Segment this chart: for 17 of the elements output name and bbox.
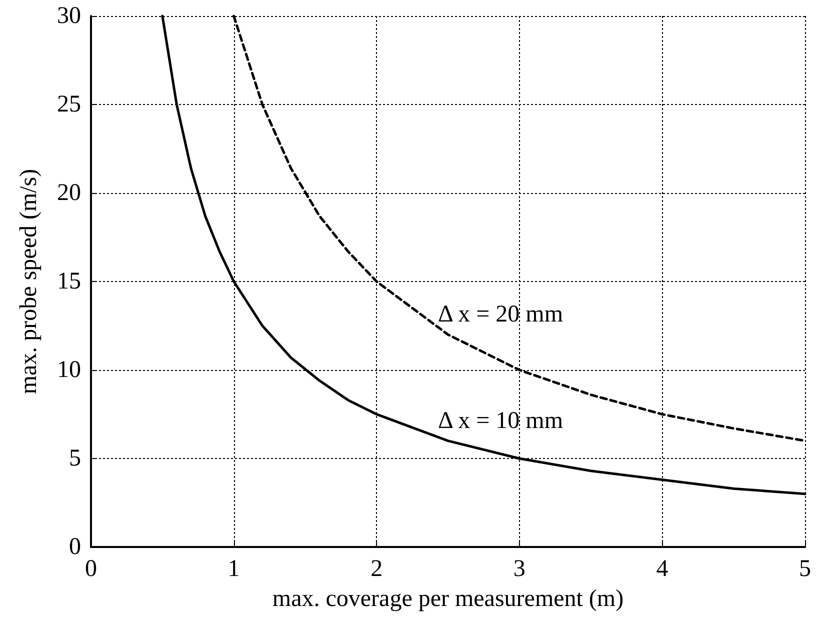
y-tick-label: 25 [57,92,81,118]
y-tick-label: 30 [57,3,81,29]
y-axis-title: max. probe speed (m/s) [16,168,42,394]
series-label: Δ x = 10 mm [438,408,564,434]
x-axis-title: max. coverage per measurement (m) [272,586,624,612]
y-tick-label: 15 [57,268,81,294]
x-tick-label: 5 [799,556,811,582]
x-tick-label: 3 [513,556,526,582]
y-tick-label: 20 [57,180,81,206]
series-label: Δ x = 20 mm [438,302,564,328]
y-tick-label: 5 [69,446,81,472]
x-tick-label: 4 [656,556,668,582]
x-tick-label: 0 [85,556,97,582]
x-tick-label: 1 [228,556,240,582]
y-tick-label: 10 [57,357,81,383]
y-tick-label: 0 [69,534,81,560]
x-tick-label: 2 [370,556,383,582]
